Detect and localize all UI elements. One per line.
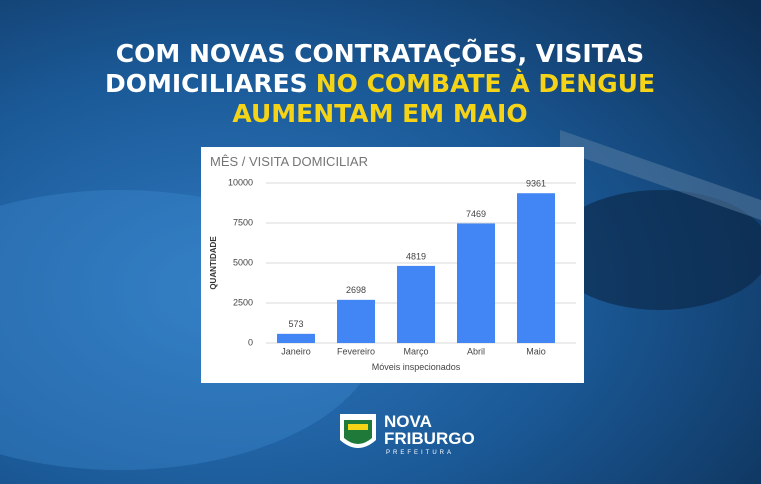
headline-line: AUMENTAM EM MAIO <box>232 99 527 128</box>
data-label: 2698 <box>346 285 366 295</box>
logo-subtext: PREFEITURA <box>386 450 454 456</box>
background-shape <box>560 130 761 220</box>
x-tick-label: Janeiro <box>281 346 311 356</box>
x-tick-label: Fevereiro <box>337 346 375 356</box>
bar <box>457 223 495 343</box>
data-label: 7469 <box>466 209 486 219</box>
headline-highlight: AUMENTAM EM MAIO <box>232 99 527 128</box>
logo-text: FRIBURGO <box>384 429 475 448</box>
headline-line: DOMICILIARES NO COMBATE À DENGUE <box>105 69 655 98</box>
x-axis-label: Móveis inspecionados <box>372 362 461 372</box>
data-label: 4819 <box>406 251 426 261</box>
headline-text: COM NOVAS CONTRATAÇÕES, VISITAS <box>116 38 644 68</box>
logo: NOVA FRIBURGO PREFEITURA <box>340 412 475 456</box>
y-tick-label: 10000 <box>228 177 253 187</box>
y-axis-label: QUANTIDADE <box>209 236 218 290</box>
x-tick-label: Maio <box>526 346 546 356</box>
headline-highlight: NO COMBATE À DENGUE <box>316 69 655 98</box>
bar <box>277 333 315 343</box>
chart: MÊS / VISITA DOMICILIAR QUANTIDADE Móvei… <box>201 147 584 383</box>
logo-text: NOVA <box>384 412 432 431</box>
y-tick-label: 7500 <box>233 217 253 227</box>
logo-shield-inner <box>344 420 372 444</box>
background-shape <box>550 190 761 310</box>
headline-line: COM NOVAS CONTRATAÇÕES, VISITAS <box>116 38 644 68</box>
logo-band <box>348 424 368 430</box>
y-tick-label: 0 <box>248 337 253 347</box>
headline-text: DOMICILIARES <box>105 69 308 98</box>
chart-title: MÊS / VISITA DOMICILIAR <box>210 154 368 169</box>
y-tick-label: 5000 <box>233 257 253 267</box>
bar <box>397 265 435 343</box>
data-label: 573 <box>288 319 303 329</box>
bar <box>517 193 555 343</box>
bar <box>337 299 375 343</box>
data-label: 9361 <box>526 179 546 189</box>
x-tick-label: Abril <box>467 346 485 356</box>
x-tick-label: Março <box>403 346 428 356</box>
y-tick-label: 2500 <box>233 297 253 307</box>
